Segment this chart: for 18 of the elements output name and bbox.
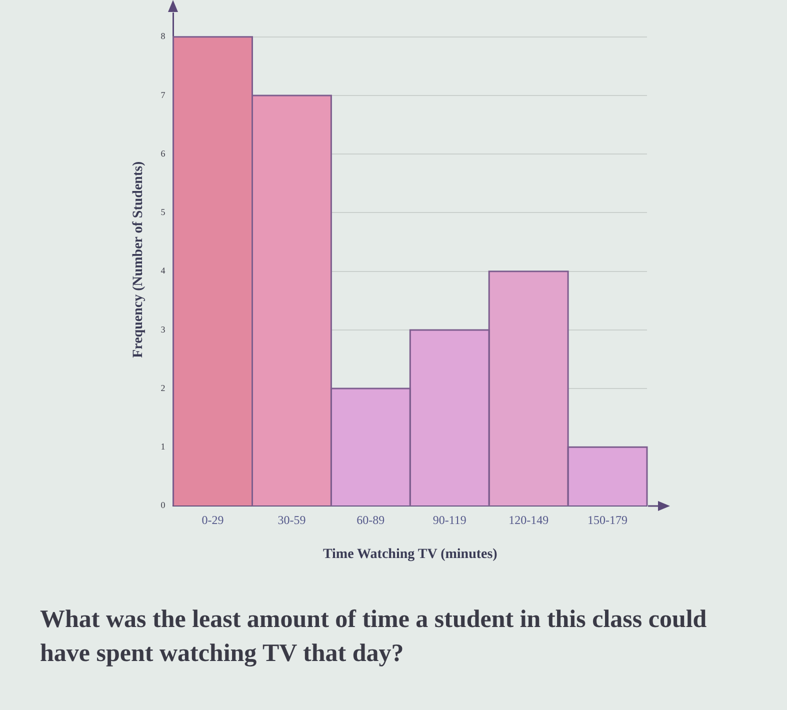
x-axis-title: Time Watching TV (minutes) bbox=[322, 547, 498, 562]
x-tick-label: 150-179 bbox=[588, 513, 628, 528]
y-tick-label: 2 bbox=[160, 382, 166, 393]
y-axis-title: Frequency (Number of Students) bbox=[131, 160, 146, 358]
y-tick-label: 0 bbox=[160, 500, 166, 510]
y-tick-label: 1 bbox=[160, 442, 166, 452]
x-tick-label: 0-29 bbox=[202, 513, 224, 528]
y-tick-label: 4 bbox=[160, 266, 166, 276]
y-tick-label: 6 bbox=[160, 148, 166, 158]
y-tick-label: 7 bbox=[160, 90, 166, 100]
x-tick-label: 90-119 bbox=[432, 513, 466, 528]
y-tick-label: 5 bbox=[160, 207, 166, 218]
y-tick-label: 8 bbox=[160, 31, 166, 42]
text: What was the least amount of time a student in this class could have spent watching TV that day? bbox=[40, 605, 708, 669]
y-tick-label: 3 bbox=[160, 324, 166, 334]
x-tick-label: 120-149 bbox=[508, 513, 549, 528]
x-tick-label: 30-59 bbox=[278, 513, 306, 528]
x-tick-label: 60-89 bbox=[356, 513, 385, 528]
